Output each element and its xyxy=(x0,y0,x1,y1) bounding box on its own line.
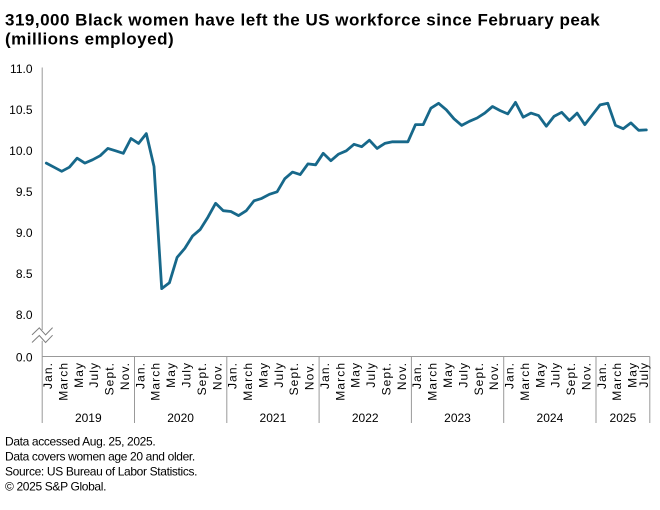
svg-text:Nov.: Nov. xyxy=(210,362,224,390)
svg-text:Data covers women age 20 and o: Data covers women age 20 and older. xyxy=(5,449,195,463)
svg-text:2023: 2023 xyxy=(444,411,471,425)
svg-text:2024: 2024 xyxy=(537,411,564,425)
svg-text:Jan.: Jan. xyxy=(318,362,332,389)
svg-text:Jan.: Jan. xyxy=(226,362,240,389)
svg-text:© 2025 S&P Global.: © 2025 S&P Global. xyxy=(5,479,106,493)
svg-text:Sept.: Sept. xyxy=(564,362,578,396)
svg-text:March: March xyxy=(610,362,624,401)
svg-text:July: July xyxy=(549,362,563,388)
svg-text:Sept.: Sept. xyxy=(103,362,117,396)
svg-text:May: May xyxy=(533,362,547,388)
svg-text:8.5: 8.5 xyxy=(16,267,33,281)
svg-text:Source: US Bureau of Labor Sta: Source: US Bureau of Labor Statistics. xyxy=(5,464,197,478)
svg-text:July: July xyxy=(180,362,194,388)
svg-text:Jan.: Jan. xyxy=(410,362,424,389)
svg-text:March: March xyxy=(426,362,440,401)
svg-text:Nov.: Nov. xyxy=(395,362,409,390)
svg-text:March: March xyxy=(241,362,255,401)
svg-text:(millions employed): (millions employed) xyxy=(5,30,174,49)
svg-text:11.0: 11.0 xyxy=(10,62,33,76)
svg-text:May: May xyxy=(626,362,640,388)
svg-text:Data accessed Aug. 25, 2025.: Data accessed Aug. 25, 2025. xyxy=(5,434,155,448)
svg-text:July: July xyxy=(456,362,470,388)
svg-text:Sept.: Sept. xyxy=(380,362,394,396)
svg-text:8.0: 8.0 xyxy=(16,308,33,322)
svg-text:Jan.: Jan. xyxy=(595,362,609,389)
svg-text:Nov.: Nov. xyxy=(118,362,132,390)
svg-text:2025: 2025 xyxy=(610,411,637,425)
svg-text:10.5: 10.5 xyxy=(9,103,33,117)
svg-text:July: July xyxy=(87,362,101,388)
svg-text:319,000 Black women have left: 319,000 Black women have left the US wor… xyxy=(5,11,600,30)
svg-text:2020: 2020 xyxy=(167,411,194,425)
svg-text:Sept.: Sept. xyxy=(195,362,209,396)
svg-text:2022: 2022 xyxy=(352,411,379,425)
svg-text:May: May xyxy=(441,362,455,388)
svg-text:July: July xyxy=(364,362,378,388)
svg-text:2021: 2021 xyxy=(260,411,287,425)
svg-text:March: March xyxy=(518,362,532,401)
svg-text:March: March xyxy=(333,362,347,401)
svg-text:Sept.: Sept. xyxy=(472,362,486,396)
svg-text:10.0: 10.0 xyxy=(9,144,33,158)
svg-text:March: March xyxy=(56,362,70,401)
svg-text:May: May xyxy=(72,362,86,388)
svg-text:July: July xyxy=(637,362,651,388)
svg-text:0.0: 0.0 xyxy=(16,351,33,365)
svg-text:Jan.: Jan. xyxy=(41,362,55,389)
svg-text:9.5: 9.5 xyxy=(16,185,33,199)
svg-text:Nov.: Nov. xyxy=(303,362,317,390)
svg-text:May: May xyxy=(256,362,270,388)
svg-text:May: May xyxy=(349,362,363,388)
svg-text:Nov.: Nov. xyxy=(580,362,594,390)
svg-text:March: March xyxy=(149,362,163,401)
svg-text:Jan.: Jan. xyxy=(133,362,147,389)
svg-text:2019: 2019 xyxy=(75,411,102,425)
svg-text:Nov.: Nov. xyxy=(487,362,501,390)
svg-text:July: July xyxy=(272,362,286,388)
svg-text:Sept.: Sept. xyxy=(287,362,301,396)
svg-text:Jan.: Jan. xyxy=(503,362,517,389)
svg-text:May: May xyxy=(164,362,178,388)
svg-text:9.0: 9.0 xyxy=(16,226,33,240)
